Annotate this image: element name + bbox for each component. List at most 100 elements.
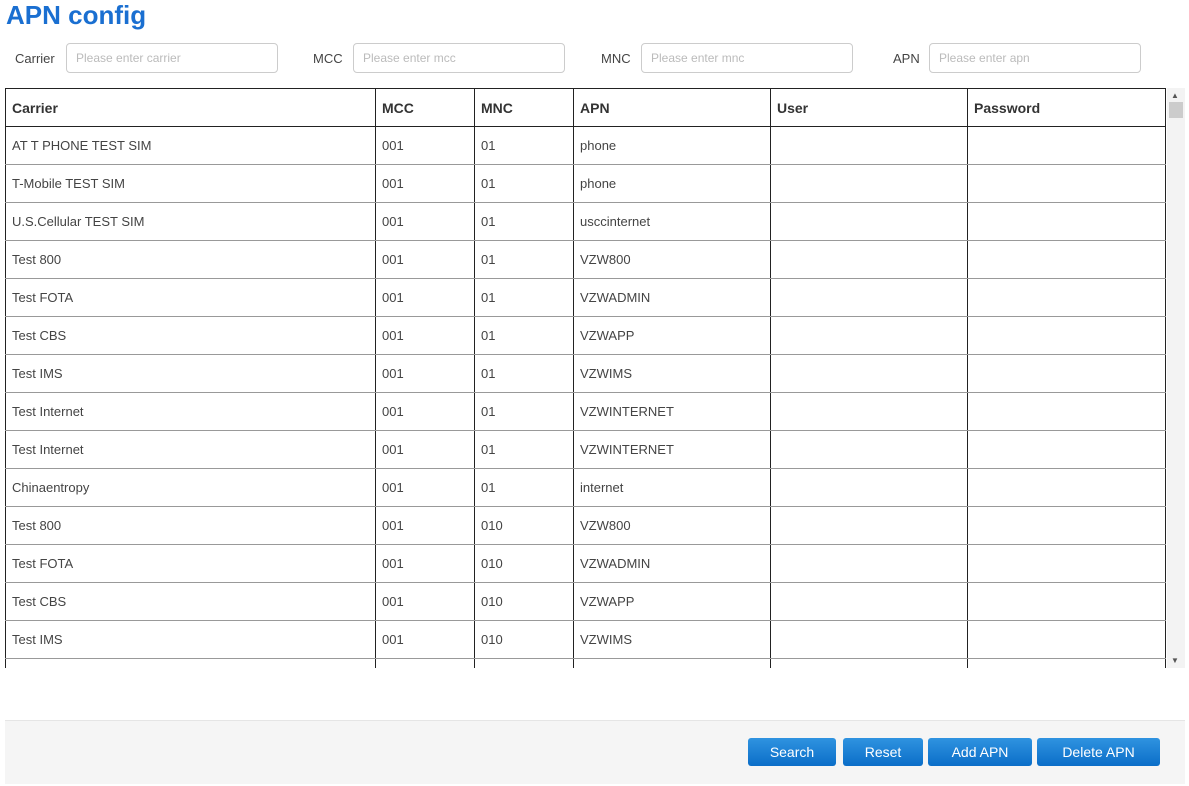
cell-mcc: 001 — [375, 430, 475, 469]
column-header-mcc: MCC — [375, 88, 475, 127]
cell-carrier: Test FOTA — [5, 278, 376, 317]
cell-apn: phone — [573, 126, 771, 165]
cell-apn: VZWIMS — [573, 658, 771, 668]
cell-carrier: T-Mobile TEST SIM — [5, 164, 376, 203]
cell-carrier: Test Internet — [5, 430, 376, 469]
cell-password — [967, 126, 1166, 165]
cell-mcc: 001 — [375, 620, 475, 659]
cell-carrier: Test Internet — [5, 392, 376, 431]
carrier-input[interactable] — [66, 43, 278, 73]
cell-carrier: Test FOTA — [5, 544, 376, 583]
table-row[interactable]: Test 800 001 01 VZW800 — [5, 240, 1166, 279]
reset-button[interactable]: Reset — [843, 738, 923, 766]
table-row[interactable]: Test 800 001 010 VZW800 — [5, 506, 1166, 545]
table-row[interactable]: Test CBS 001 01 VZWAPP — [5, 316, 1166, 355]
cell-mnc: 01 — [474, 126, 574, 165]
mnc-input[interactable] — [641, 43, 853, 73]
table-row[interactable]: U.S.Cellular TEST SIM 001 01 usccinternet — [5, 202, 1166, 241]
cell-mnc: 010 — [474, 544, 574, 583]
cell-password — [967, 430, 1166, 469]
cell-mnc: 010 — [474, 620, 574, 659]
cell-apn: VZWIMS — [573, 354, 771, 393]
delete-apn-button[interactable]: Delete APN — [1037, 738, 1160, 766]
cell-mcc: 001 — [375, 316, 475, 355]
cell-password — [967, 240, 1166, 279]
cell-apn: VZWAPP — [573, 582, 771, 621]
apn-label: APN — [893, 51, 920, 66]
cell-user — [770, 620, 968, 659]
cell-carrier: Test IMS — [5, 658, 376, 668]
scrollbar-thumb[interactable] — [1169, 102, 1183, 118]
table-row[interactable]: Test FOTA 001 010 VZWADMIN — [5, 544, 1166, 583]
search-button[interactable]: Search — [748, 738, 836, 766]
cell-carrier: Chinaentropy — [5, 468, 376, 507]
apn-input[interactable] — [929, 43, 1141, 73]
cell-carrier: Test CBS — [5, 582, 376, 621]
cell-apn: usccinternet — [573, 202, 771, 241]
cell-user — [770, 582, 968, 621]
cell-user — [770, 544, 968, 583]
cell-mcc: 001 — [375, 506, 475, 545]
column-header-apn: APN — [573, 88, 771, 127]
filter-bar: Carrier MCC MNC APN — [0, 43, 1189, 73]
mcc-label: MCC — [313, 51, 343, 66]
column-header-mnc: MNC — [474, 88, 574, 127]
cell-mnc: 01 — [474, 278, 574, 317]
cell-password — [967, 392, 1166, 431]
carrier-label: Carrier — [15, 51, 55, 66]
table-row[interactable]: Test FOTA 001 01 VZWADMIN — [5, 278, 1166, 317]
cell-carrier: Test 800 — [5, 506, 376, 545]
cell-mcc: 001 — [375, 240, 475, 279]
cell-apn: VZWIMS — [573, 620, 771, 659]
cell-mcc: 001 — [375, 202, 475, 241]
cell-password — [967, 278, 1166, 317]
cell-carrier: Test IMS — [5, 620, 376, 659]
cell-mnc: 01 — [474, 430, 574, 469]
cell-password — [967, 316, 1166, 355]
table-row[interactable]: Test CBS 001 010 VZWAPP — [5, 582, 1166, 621]
cell-user — [770, 354, 968, 393]
cell-mnc: 01 — [474, 164, 574, 203]
cell-user — [770, 430, 968, 469]
cell-apn: VZW800 — [573, 240, 771, 279]
cell-password — [967, 164, 1166, 203]
cell-apn: VZWINTERNET — [573, 392, 771, 431]
cell-mcc: 001 — [375, 164, 475, 203]
cell-carrier: Test CBS — [5, 316, 376, 355]
mcc-input[interactable] — [353, 43, 565, 73]
cell-mcc: 001 — [375, 278, 475, 317]
cell-apn: phone — [573, 164, 771, 203]
table-header: Carrier MCC MNC APN User Password — [5, 88, 1166, 127]
cell-mcc: 001 — [375, 392, 475, 431]
cell-user — [770, 278, 968, 317]
cell-apn: VZWAPP — [573, 316, 771, 355]
table-row[interactable]: T-Mobile TEST SIM 001 01 phone — [5, 164, 1166, 203]
cell-user — [770, 202, 968, 241]
cell-carrier: U.S.Cellular TEST SIM — [5, 202, 376, 241]
cell-password — [967, 354, 1166, 393]
cell-mcc: 001 — [375, 582, 475, 621]
cell-mnc: 010 — [474, 658, 574, 668]
cell-mcc: 001 — [375, 544, 475, 583]
scroll-down-icon[interactable]: ▼ — [1171, 656, 1179, 665]
table-scrollbar[interactable]: ▲ ▼ — [1167, 88, 1185, 668]
column-header-carrier: Carrier — [5, 88, 376, 127]
table-row[interactable]: Test IMS 001 01 VZWIMS — [5, 354, 1166, 393]
table-row[interactable]: Test Internet 001 01 VZWINTERNET — [5, 430, 1166, 469]
action-bar: Search Reset Add APN Delete APN — [5, 720, 1185, 784]
cell-mnc: 01 — [474, 202, 574, 241]
cell-password — [967, 506, 1166, 545]
cell-user — [770, 126, 968, 165]
table-row[interactable]: Chinaentropy 001 01 internet — [5, 468, 1166, 507]
add-apn-button[interactable]: Add APN — [928, 738, 1032, 766]
table-row[interactable]: Test Internet 001 01 VZWINTERNET — [5, 392, 1166, 431]
cell-apn: internet — [573, 468, 771, 507]
scroll-up-icon[interactable]: ▲ — [1171, 91, 1179, 100]
table-row[interactable]: AT T PHONE TEST SIM 001 01 phone — [5, 126, 1166, 165]
cell-user — [770, 392, 968, 431]
cell-apn: VZW800 — [573, 506, 771, 545]
cell-mnc: 01 — [474, 354, 574, 393]
apn-table: Carrier MCC MNC APN User Password AT T PHONE … — [5, 88, 1166, 668]
